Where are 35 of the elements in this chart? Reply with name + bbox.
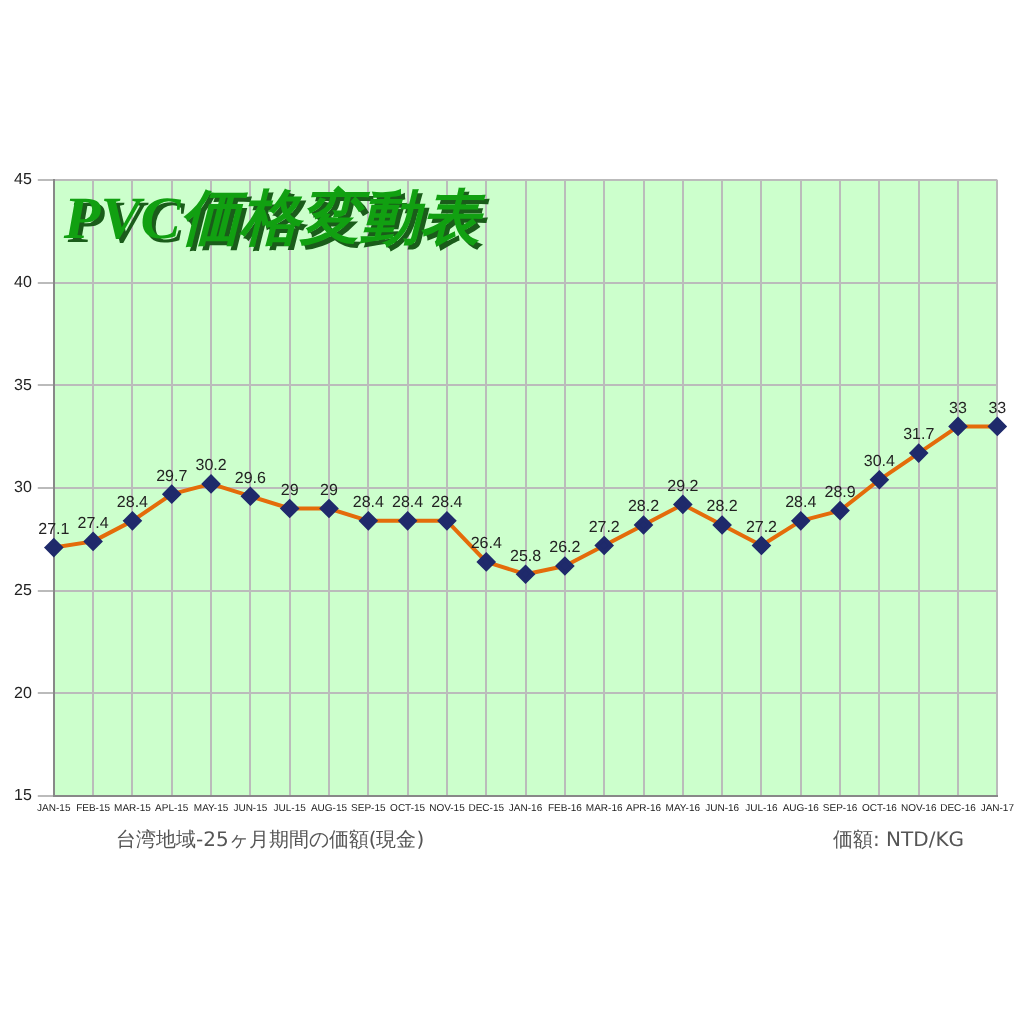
data-label: 31.7 — [903, 425, 936, 444]
data-label: 26.2 — [549, 538, 582, 557]
y-tick-label: 25 — [13, 581, 33, 600]
data-label: 28.4 — [116, 493, 150, 512]
data-label: 30.4 — [863, 452, 897, 471]
data-label: 28.9 — [824, 482, 857, 501]
y-tick-label: 20 — [13, 683, 33, 702]
data-label: 29 — [320, 480, 339, 499]
data-label: 28.2 — [627, 497, 661, 516]
data-label: 28.4 — [785, 493, 818, 512]
data-label: 30.2 — [195, 456, 228, 475]
y-tick-label: 35 — [13, 375, 33, 394]
data-label: 28.2 — [706, 497, 739, 516]
y-tick-label: 40 — [13, 273, 33, 292]
data-label: 33 — [988, 398, 1008, 417]
data-label: 29.6 — [234, 468, 268, 487]
y-tick-label: 45 — [13, 170, 33, 189]
data-label: 27.2 — [745, 517, 779, 536]
data-label: 27.1 — [38, 519, 71, 538]
data-label: 28.4 — [352, 493, 385, 512]
data-label: 27.2 — [588, 517, 621, 536]
data-label: 28.4 — [392, 493, 425, 512]
data-label: 29 — [280, 480, 300, 499]
data-label: 29.2 — [667, 476, 700, 495]
data-label: 28.4 — [431, 493, 464, 512]
data-label: 25.8 — [509, 546, 543, 565]
data-label: 29.7 — [156, 466, 189, 485]
y-tick-label: 30 — [13, 478, 33, 497]
text: 台湾地域-25ヶ月期間の価額(現金) — [116, 827, 425, 854]
data-label: 27.4 — [77, 513, 110, 532]
y-tick-label: 15 — [13, 786, 33, 805]
data-label: 26.4 — [470, 534, 503, 553]
chart-title: PVC価格変動表 — [65, 187, 491, 256]
text: 価額: NTD/KG — [832, 827, 964, 854]
data-label: 33 — [949, 398, 969, 417]
